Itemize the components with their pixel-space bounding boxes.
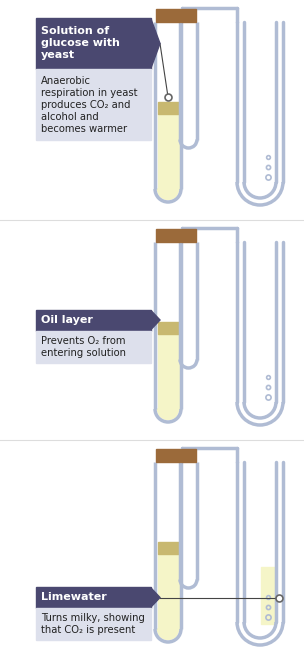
Bar	[181, 229, 196, 242]
Bar	[156, 9, 180, 22]
Polygon shape	[157, 409, 178, 420]
Polygon shape	[151, 310, 160, 329]
Bar	[181, 449, 196, 462]
Bar	[157, 334, 178, 409]
Polygon shape	[157, 22, 179, 200]
Bar	[157, 542, 178, 554]
Polygon shape	[157, 189, 178, 199]
Bar	[157, 102, 178, 114]
Text: Turns milky, showing
that CO₂ is present: Turns milky, showing that CO₂ is present	[41, 613, 145, 635]
Bar	[157, 22, 179, 189]
Bar	[157, 242, 179, 409]
Polygon shape	[151, 19, 160, 68]
Bar	[181, 9, 196, 22]
Text: Prevents O₂ from
entering solution: Prevents O₂ from entering solution	[41, 335, 126, 358]
Bar	[157, 462, 179, 629]
Polygon shape	[157, 242, 179, 420]
Bar	[36, 587, 151, 608]
Bar	[36, 69, 151, 140]
Text: Anaerobic
respiration in yeast
produces CO₂ and
alcohol and
becomes warmer: Anaerobic respiration in yeast produces …	[41, 75, 137, 133]
Polygon shape	[151, 588, 160, 607]
Bar	[36, 331, 151, 362]
Bar	[36, 608, 151, 640]
Polygon shape	[157, 629, 178, 640]
Bar	[36, 18, 151, 69]
Bar	[36, 310, 151, 331]
Bar	[157, 554, 178, 629]
Bar	[156, 449, 180, 462]
Polygon shape	[182, 462, 195, 586]
Polygon shape	[157, 462, 179, 640]
Polygon shape	[182, 242, 195, 366]
Bar	[156, 229, 180, 242]
Text: Oil layer: Oil layer	[41, 315, 93, 325]
Text: Solution of
glucose with
yeast: Solution of glucose with yeast	[41, 26, 120, 61]
Bar	[157, 322, 178, 334]
Bar	[157, 114, 178, 189]
Bar	[261, 568, 275, 624]
Text: Limewater: Limewater	[41, 593, 107, 603]
Polygon shape	[182, 22, 195, 146]
